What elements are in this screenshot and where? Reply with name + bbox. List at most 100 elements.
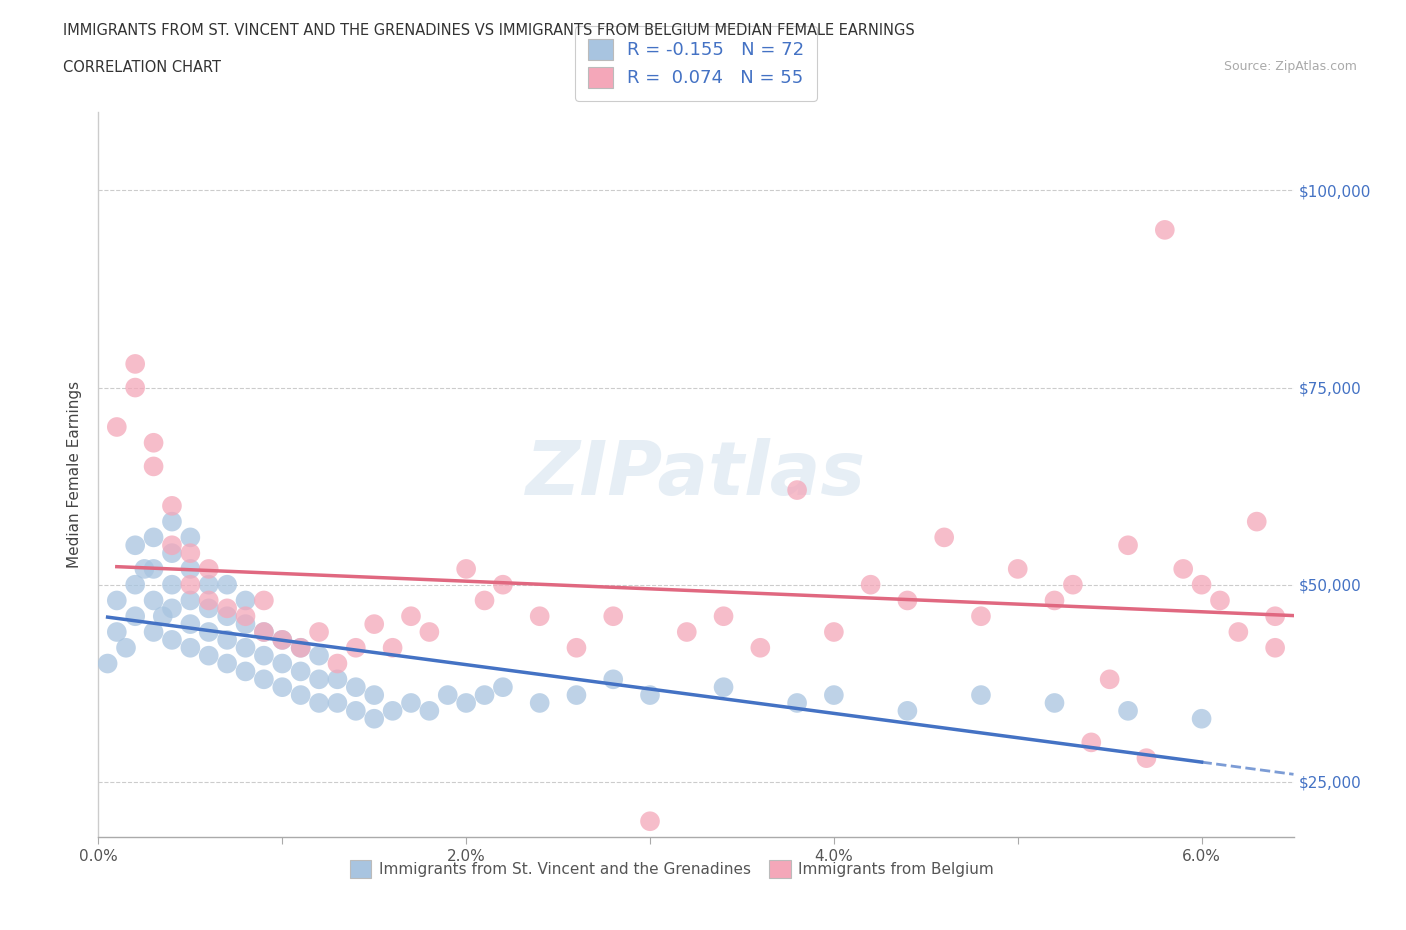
Point <box>197 625 219 640</box>
Point <box>290 641 312 656</box>
Point <box>217 601 239 616</box>
Point <box>786 483 808 498</box>
Point <box>290 687 312 702</box>
Point <box>179 546 201 561</box>
Point <box>529 696 551 711</box>
Point <box>474 687 496 702</box>
Point <box>344 703 367 718</box>
Point <box>235 641 257 656</box>
Point <box>217 609 239 624</box>
Point <box>896 593 918 608</box>
Point <box>602 671 624 686</box>
Point <box>179 562 201 577</box>
Text: IMMIGRANTS FROM ST. VINCENT AND THE GRENADINES VS IMMIGRANTS FROM BELGIUM MEDIAN: IMMIGRANTS FROM ST. VINCENT AND THE GREN… <box>63 23 915 38</box>
Point <box>271 632 294 647</box>
Point <box>271 632 294 647</box>
Point <box>290 664 312 679</box>
Point <box>399 696 422 711</box>
Point <box>271 656 294 671</box>
Point <box>235 617 257 631</box>
Point <box>326 696 349 711</box>
Point <box>308 696 330 711</box>
Point <box>418 625 440 640</box>
Point <box>363 617 385 631</box>
Point <box>1191 711 1213 726</box>
Point <box>197 601 219 616</box>
Point <box>253 625 276 640</box>
Point <box>602 609 624 624</box>
Point <box>253 648 276 663</box>
Point <box>197 648 219 663</box>
Point <box>253 625 276 640</box>
Point <box>1098 671 1121 686</box>
Point <box>271 680 294 695</box>
Point <box>308 625 330 640</box>
Point <box>134 562 156 577</box>
Point <box>217 632 239 647</box>
Point <box>1209 593 1232 608</box>
Point <box>456 562 478 577</box>
Point <box>565 687 588 702</box>
Point <box>142 530 165 545</box>
Text: CORRELATION CHART: CORRELATION CHART <box>63 60 221 75</box>
Point <box>363 711 385 726</box>
Point <box>823 687 845 702</box>
Point <box>97 656 120 671</box>
Point <box>152 609 174 624</box>
Point <box>1173 562 1195 577</box>
Point <box>1135 751 1157 765</box>
Point <box>197 562 219 577</box>
Point <box>253 593 276 608</box>
Point <box>160 601 183 616</box>
Point <box>786 696 808 711</box>
Point <box>529 609 551 624</box>
Point <box>970 609 993 624</box>
Point <box>456 696 478 711</box>
Point <box>179 578 201 592</box>
Point <box>1191 578 1213 592</box>
Point <box>565 641 588 656</box>
Point <box>235 593 257 608</box>
Point <box>179 641 201 656</box>
Point <box>105 593 128 608</box>
Point <box>418 703 440 718</box>
Point <box>381 641 404 656</box>
Point <box>970 687 993 702</box>
Point <box>344 680 367 695</box>
Point <box>124 380 146 395</box>
Point <box>1062 578 1084 592</box>
Point <box>160 514 183 529</box>
Point <box>344 641 367 656</box>
Point <box>308 648 330 663</box>
Point <box>1116 538 1139 552</box>
Point <box>1007 562 1029 577</box>
Point <box>1116 703 1139 718</box>
Point <box>492 680 515 695</box>
Point <box>363 687 385 702</box>
Point <box>124 578 146 592</box>
Point <box>436 687 458 702</box>
Point <box>235 664 257 679</box>
Point <box>124 356 146 371</box>
Point <box>217 578 239 592</box>
Point <box>160 578 183 592</box>
Point <box>896 703 918 718</box>
Y-axis label: Median Female Earnings: Median Female Earnings <box>67 380 83 568</box>
Point <box>326 656 349 671</box>
Point <box>1227 625 1250 640</box>
Text: ZIPatlas: ZIPatlas <box>526 438 866 511</box>
Point <box>124 538 146 552</box>
Point <box>142 625 165 640</box>
Point <box>823 625 845 640</box>
Point <box>115 641 138 656</box>
Point <box>235 609 257 624</box>
Point <box>142 459 165 474</box>
Point <box>1246 514 1268 529</box>
Point <box>474 593 496 608</box>
Point <box>160 498 183 513</box>
Point <box>253 671 276 686</box>
Point <box>142 435 165 450</box>
Point <box>1043 696 1066 711</box>
Point <box>1264 641 1286 656</box>
Point <box>160 546 183 561</box>
